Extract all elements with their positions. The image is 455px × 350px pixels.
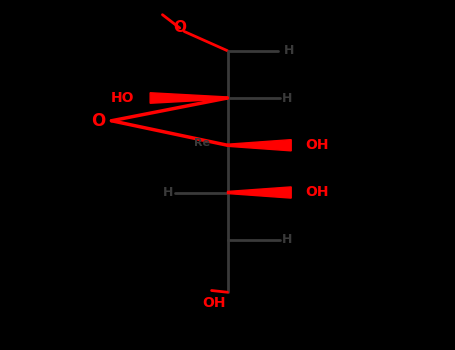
Polygon shape [228, 187, 291, 198]
Text: Re: Re [194, 139, 211, 148]
Text: H: H [282, 91, 292, 105]
Text: HO: HO [111, 91, 134, 105]
Text: H: H [284, 44, 294, 57]
Polygon shape [150, 93, 228, 103]
Text: OH: OH [305, 186, 329, 199]
Text: O: O [91, 112, 106, 130]
Text: H: H [282, 233, 292, 246]
Text: OH: OH [305, 138, 329, 152]
Polygon shape [228, 140, 291, 151]
Text: H: H [163, 186, 173, 199]
Text: OH: OH [202, 296, 226, 310]
Text: O: O [173, 21, 186, 35]
